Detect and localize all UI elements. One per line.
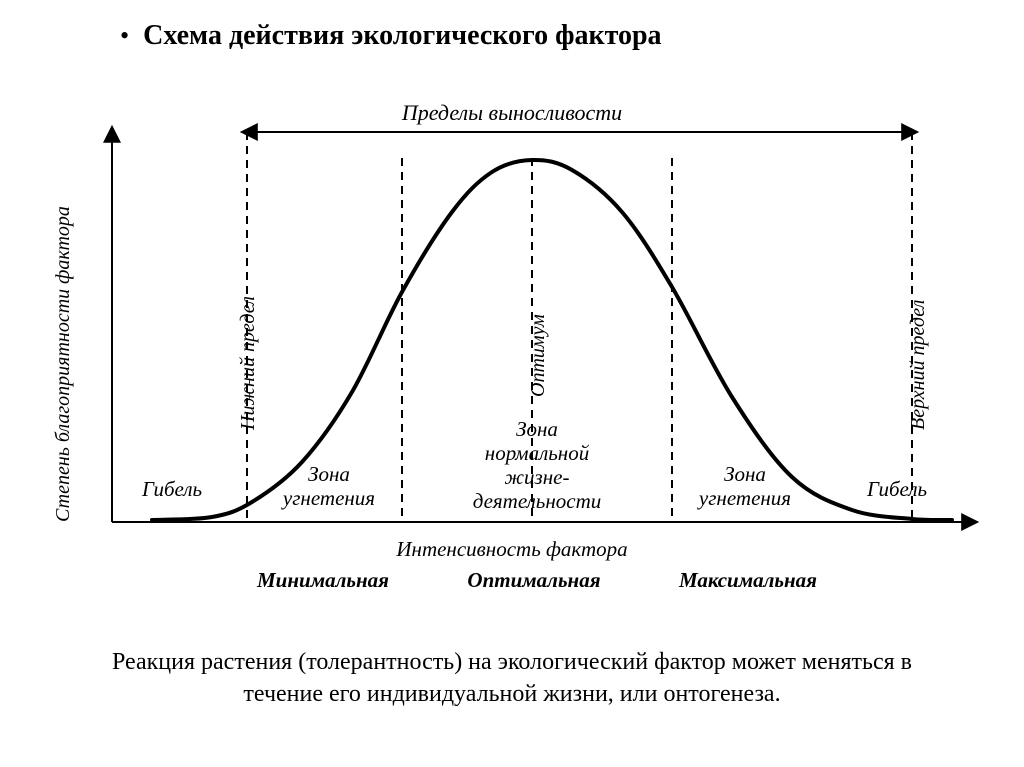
y-axis-label: Степень благоприятности фактора — [52, 206, 75, 522]
zone-oppress-right: Зона угнетения — [680, 462, 810, 510]
x-tick-max: Максимальная — [679, 568, 817, 593]
x-tick-opt: Оптимальная — [467, 568, 600, 593]
caption: Реакция растения (толерантность) на экол… — [70, 646, 954, 711]
x-tick-min: Минимальная — [257, 568, 389, 593]
page-title: Схема действия экологического фактора — [143, 20, 661, 52]
optimum-label: Оптимум — [527, 314, 550, 397]
bullet-icon: • — [120, 23, 129, 49]
zone-oppress-left: Зона угнетения — [264, 462, 394, 510]
tolerance-span-label: Пределы выносливости — [32, 100, 992, 125]
lower-limit-label: Нижний предел — [237, 296, 260, 430]
tolerance-chart: Степень благоприятности фактора Пределы … — [32, 62, 992, 622]
upper-limit-label: Верхний предел — [907, 300, 930, 430]
page: • Схема действия экологического фактора … — [0, 0, 1024, 767]
x-tick-row: Минимальная Оптимальная Максимальная — [257, 568, 817, 593]
x-axis-label: Интенсивность фактора — [32, 537, 992, 562]
title-row: • Схема действия экологического фактора — [120, 20, 994, 52]
zone-death-right: Гибель — [842, 477, 952, 501]
zone-normal: Зона нормальной жизне- деятельности — [407, 417, 667, 514]
zone-death-left: Гибель — [117, 477, 227, 501]
